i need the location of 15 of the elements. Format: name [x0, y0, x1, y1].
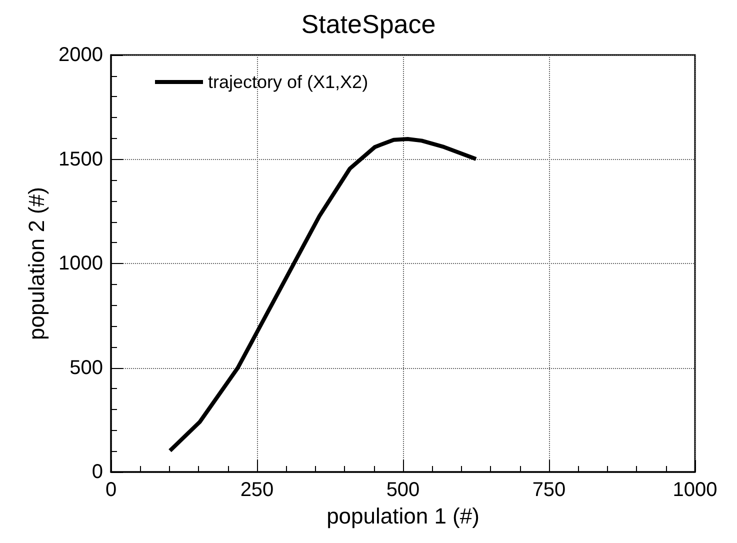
- x-tick-label: 250: [240, 479, 274, 501]
- y-tick-label: 2000: [58, 44, 103, 66]
- y-tick-label: 1500: [58, 148, 103, 170]
- x-tick-label: 750: [532, 479, 566, 501]
- x-tick-label: 1000: [672, 479, 718, 501]
- x-axis-title: population 1 (#): [326, 503, 480, 528]
- y-tick-label: 500: [70, 356, 103, 379]
- line-series: [168, 137, 478, 453]
- chart-title: StateSpace: [301, 9, 436, 39]
- y-tick-label: 1000: [58, 252, 103, 274]
- y-tick-label: 0: [92, 461, 103, 483]
- y-axis-title: population 2 (#): [24, 187, 50, 340]
- x-tick-label: 500: [386, 479, 420, 501]
- legend-label: trajectory of (X1,X2): [208, 72, 368, 92]
- x-tick-label: 0: [105, 479, 117, 501]
